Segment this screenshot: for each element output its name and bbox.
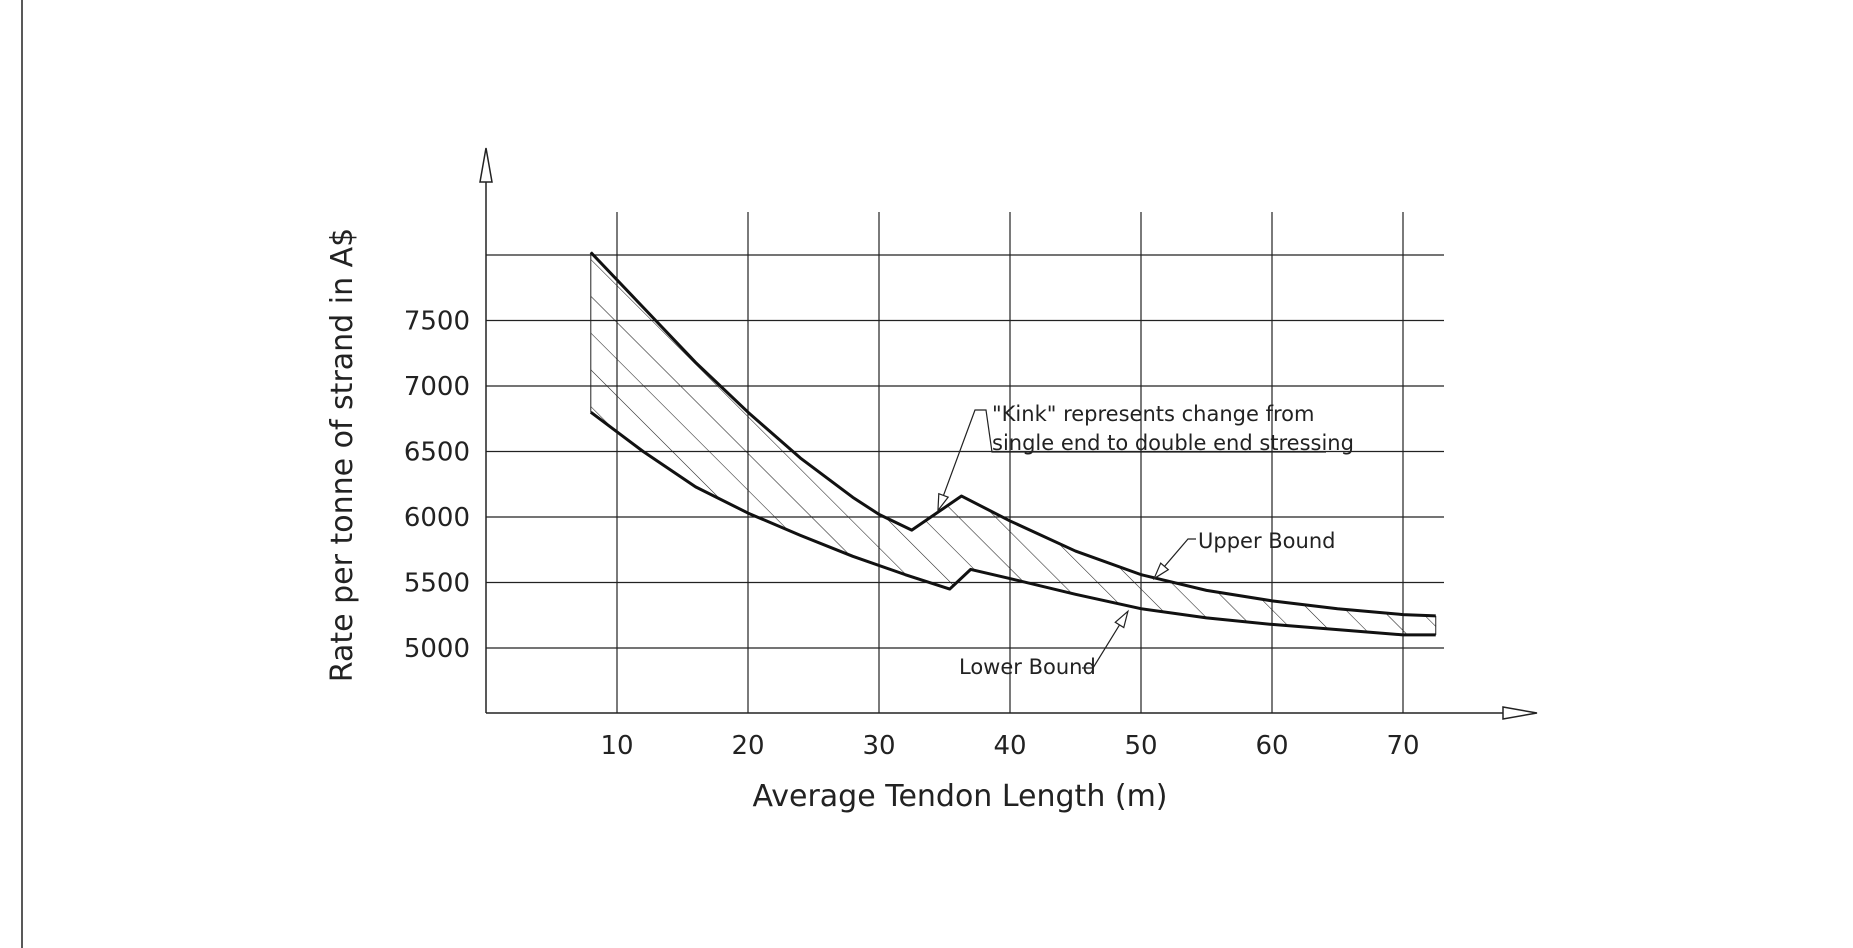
tick-labels: 10 20 30 40 50 60 70 5000 5500 6000 6500 7000 7500 xyxy=(404,307,1420,762)
x-tick-label-20: 20 xyxy=(731,731,764,761)
x-tick-label-40: 40 xyxy=(993,731,1026,761)
y-tick-label-6000: 6000 xyxy=(404,503,470,533)
y-tick-label-5000: 5000 xyxy=(404,634,470,664)
bound-band xyxy=(590,252,1437,635)
y-axis-title: Rate per tonne of strand in A$ xyxy=(325,228,360,682)
y-tick-label-6500: 6500 xyxy=(404,438,470,468)
kink-annotation-line2: single end to double end stressing xyxy=(992,431,1354,455)
lower-bound-leader-arrow-icon xyxy=(1114,609,1129,629)
upper-bound-leader xyxy=(1153,538,1196,579)
y-tick-label-5500: 5500 xyxy=(404,569,470,599)
bound-band-hatch xyxy=(590,252,1436,635)
x-tick-label-70: 70 xyxy=(1386,731,1419,761)
lower-bound-leader xyxy=(1082,611,1129,669)
lower-bound-line xyxy=(589,411,1436,637)
series-lines xyxy=(589,251,1436,637)
grid xyxy=(486,212,1444,713)
y-tick-label-7000: 7000 xyxy=(404,372,470,402)
kink-annotation-line1: "Kink" represents change from xyxy=(992,402,1314,426)
upper-bound-label: Upper Bound xyxy=(1198,529,1335,553)
axes xyxy=(479,147,1538,720)
y-axis-arrow-icon xyxy=(479,147,493,183)
annotation-leaders xyxy=(937,409,1326,669)
kink-leader xyxy=(937,409,1326,511)
lower-bound-label: Lower Bound xyxy=(959,655,1096,679)
upper-bound-leader-arrow-icon xyxy=(1152,562,1170,581)
x-axis-arrow-icon xyxy=(1502,706,1538,720)
x-tick-label-50: 50 xyxy=(1124,731,1157,761)
annotations: "Kink" represents change from single end… xyxy=(937,402,1354,679)
y-tick-label-7500: 7500 xyxy=(404,307,470,337)
x-tick-label-60: 60 xyxy=(1255,731,1288,761)
upper-bound-line xyxy=(589,251,1436,618)
x-axis-title: Average Tendon Length (m) xyxy=(752,779,1167,814)
x-tick-label-10: 10 xyxy=(600,731,633,761)
kink-leader-arrow-icon xyxy=(937,492,950,513)
x-tick-label-30: 30 xyxy=(862,731,895,761)
